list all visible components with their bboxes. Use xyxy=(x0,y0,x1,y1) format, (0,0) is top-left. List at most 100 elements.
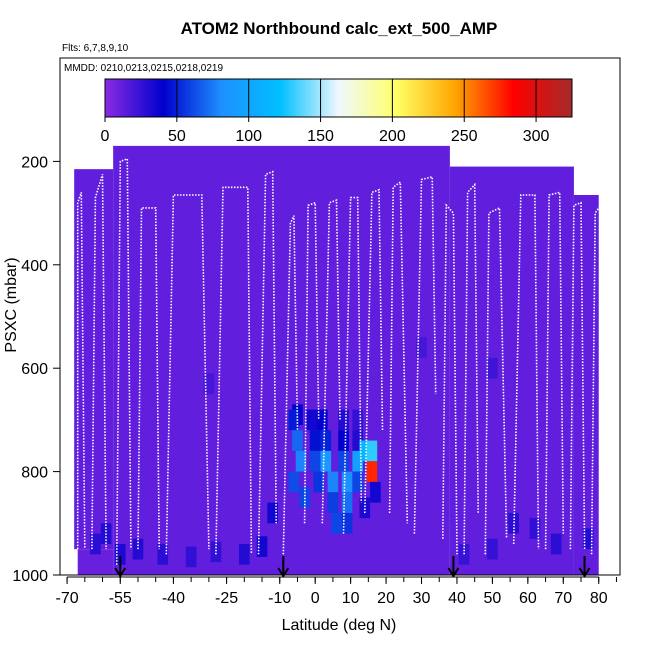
x-tick-label: 20 xyxy=(377,590,395,607)
heatmap-cell xyxy=(320,430,332,451)
heatmap-cell xyxy=(341,471,353,493)
heatmap-cell xyxy=(132,538,144,560)
flight-profile xyxy=(76,192,86,550)
heatmap-cell xyxy=(352,409,364,431)
heatmap-cell xyxy=(309,450,321,472)
heatmap-cell xyxy=(256,536,268,557)
flight-profile xyxy=(303,201,320,524)
heatmap-cell xyxy=(338,450,349,472)
heatmap-cell xyxy=(267,502,278,524)
x-tick-label: -40 xyxy=(162,590,185,607)
heatmap-cell xyxy=(185,546,197,568)
flight-profile xyxy=(137,207,160,550)
x-tick-label: 50 xyxy=(484,590,502,607)
colorbar-tick-label: 150 xyxy=(307,128,334,145)
y-axis-label: PSXC (mbar) xyxy=(3,257,20,352)
y-tick-label: 200 xyxy=(21,154,48,171)
heatmap-cell xyxy=(295,450,307,472)
flight-profile xyxy=(257,170,277,555)
heatmap-cell xyxy=(157,543,169,565)
heatmap-cell xyxy=(582,528,594,550)
y-tick-label: 400 xyxy=(21,258,48,275)
x-tick-label: -70 xyxy=(56,590,79,607)
x-tick-label: 80 xyxy=(590,590,608,607)
heatmap-cell xyxy=(359,440,371,462)
heatmap-cell xyxy=(292,430,303,451)
x-tick-label: 40 xyxy=(448,590,466,607)
flight-profile xyxy=(463,182,479,555)
heatmap-region xyxy=(113,145,450,575)
x-axis: -70 -55 -40 -25 -10 0 10 20 30 40 50 60 70 80 xyxy=(56,576,617,607)
heatmap-cell xyxy=(341,492,353,513)
flight-profile xyxy=(165,194,210,555)
profile-arrow xyxy=(447,556,460,578)
x-axis-label: Latitude (deg N) xyxy=(282,617,397,634)
chart-title: ATOM2 Northbound calc_ext_500_AMP xyxy=(181,19,498,38)
y-tick-label: 800 xyxy=(21,465,48,482)
flight-profile xyxy=(115,157,132,565)
x-tick-label: 10 xyxy=(342,590,360,607)
flight-profile xyxy=(388,180,409,524)
flight-profiles xyxy=(76,157,607,565)
heatmap-cell xyxy=(114,543,126,565)
colorbar-tick-label: 300 xyxy=(523,128,550,145)
x-tick-label: -55 xyxy=(109,590,132,607)
heatmap-cell xyxy=(299,487,310,508)
heatmap-cell xyxy=(327,492,339,513)
y-axis: 200 400 600 800 1000 xyxy=(12,154,60,585)
flight-profile xyxy=(512,194,540,550)
heatmap-cell xyxy=(487,357,498,379)
heatmap-cell xyxy=(359,497,371,519)
heatmap-cell xyxy=(320,450,332,472)
heatmap-cell xyxy=(370,481,381,503)
heatmap-cell xyxy=(366,440,378,462)
heatmap-cell xyxy=(306,409,317,431)
profile-arrow xyxy=(277,556,290,578)
flight-profile xyxy=(413,175,437,534)
heatmap-region xyxy=(573,195,599,575)
profile-arrow xyxy=(578,556,591,578)
heatmap-cell xyxy=(529,518,541,539)
heatmap-cell xyxy=(210,541,222,563)
y-tick-label: 1000 xyxy=(12,568,48,585)
plot-frame xyxy=(59,57,621,576)
heatmap-region xyxy=(449,166,574,575)
heatmap-cell xyxy=(288,471,300,493)
flight-profile xyxy=(215,186,253,555)
heatmap-cell xyxy=(458,543,470,565)
heatmap-cell xyxy=(352,450,364,472)
heatmap-cell xyxy=(338,430,349,451)
heatmap-cell xyxy=(288,409,300,431)
heatmap-cell xyxy=(316,409,328,431)
x-tick-label: 70 xyxy=(554,590,572,607)
flight-profile xyxy=(342,196,363,534)
heatmap-cell xyxy=(313,471,325,493)
heatmap-cell xyxy=(366,461,378,482)
heatmap-cell xyxy=(487,538,498,560)
heatmap-cell xyxy=(352,430,364,451)
heatmap-cell xyxy=(416,337,427,358)
flight-profile xyxy=(321,199,341,524)
heatmap-cell xyxy=(238,543,250,565)
heatmap-cell xyxy=(309,430,321,451)
flight-profile xyxy=(544,191,565,550)
heatmap-cell xyxy=(508,512,519,534)
heatmap-cell xyxy=(341,512,353,534)
colorbar-gradient xyxy=(104,78,573,118)
dates-note: MMDD: 0210,0213,0215,0218,0219 xyxy=(64,63,223,74)
profile-arrow xyxy=(114,556,127,578)
heatmap-cell xyxy=(327,471,339,493)
flight-profile xyxy=(364,188,384,514)
colorbar-tick-label: 250 xyxy=(451,128,478,145)
x-tick-label: -10 xyxy=(268,590,291,607)
flight-profile xyxy=(282,215,299,555)
profile-arrows xyxy=(114,556,591,578)
x-tick-label: -25 xyxy=(215,590,238,607)
heatmap-cell xyxy=(331,512,342,534)
colorbar-tick-label: 50 xyxy=(168,128,186,145)
heatmap-cell xyxy=(550,533,562,555)
heatmap-cell xyxy=(203,373,215,395)
colorbar-tick-label: 200 xyxy=(379,128,406,145)
flight-profile xyxy=(91,174,107,550)
